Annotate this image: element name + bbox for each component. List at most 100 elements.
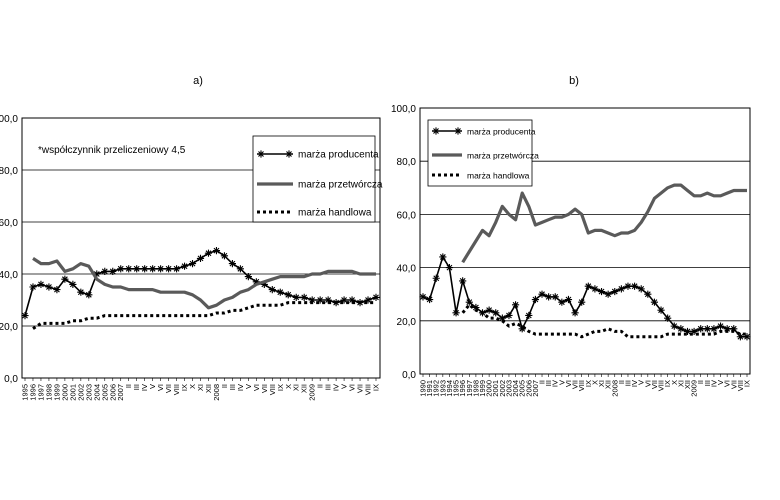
data-point	[485, 306, 493, 314]
data-point	[564, 295, 573, 304]
series-line	[461, 303, 747, 339]
x-tick-label: II	[316, 384, 325, 388]
data-point	[690, 327, 698, 336]
data-point	[657, 306, 665, 314]
x-tick-label: 1997	[465, 380, 474, 397]
data-point	[664, 314, 672, 322]
series-marża-handlowa	[461, 303, 747, 339]
series-line	[461, 183, 747, 264]
y-tick-label: 40,0	[397, 264, 417, 275]
x-tick-label: 2002	[76, 384, 85, 401]
x-tick-label: V	[244, 384, 253, 389]
chart-note: *współczynnik przeliczeniowy 4,5	[38, 145, 186, 156]
x-tick-label: II	[538, 380, 547, 384]
data-point	[551, 293, 559, 301]
chart-panel-b: b)0,020,040,060,080,0100,019901991199219…	[391, 75, 752, 397]
y-tick-label: 60,0	[0, 218, 18, 229]
x-tick-label: X	[284, 384, 293, 389]
x-tick-label: 2000	[60, 384, 69, 401]
data-point	[584, 282, 592, 290]
data-point	[300, 293, 308, 301]
x-tick-label: 2007	[531, 380, 540, 397]
panel-label: a)	[193, 75, 203, 87]
data-point	[220, 252, 229, 260]
data-point	[637, 285, 645, 293]
data-point	[45, 283, 53, 291]
legend-marker	[454, 127, 462, 135]
x-tick-label: 1991	[425, 380, 434, 397]
data-point	[465, 298, 473, 306]
x-tick-label: III	[623, 380, 632, 386]
data-point	[141, 265, 149, 273]
y-tick-label: 20,0	[0, 322, 18, 333]
x-tick-label: II	[220, 384, 229, 388]
x-tick-label: 2006	[108, 384, 117, 401]
x-tick-label: 1990	[419, 380, 428, 397]
x-tick-label: V	[716, 380, 725, 385]
x-tick-label: 2009	[308, 384, 317, 401]
x-tick-label: IV	[236, 384, 245, 391]
x-tick-label: VII	[164, 384, 173, 393]
x-tick-label: 2000	[485, 380, 494, 397]
legend: marża producenta marża przetwórcza marża h…	[427, 119, 539, 187]
data-point	[525, 311, 533, 320]
x-tick-label: VII	[571, 380, 580, 389]
data-point	[677, 325, 685, 333]
data-point	[432, 274, 440, 282]
x-tick-label: X	[590, 380, 599, 385]
data-point	[180, 262, 189, 270]
data-point	[236, 265, 244, 273]
data-point	[188, 260, 197, 268]
x-tick-label: 2007	[116, 384, 125, 401]
data-point	[459, 277, 467, 285]
data-point	[61, 275, 69, 283]
x-tick-label: 1998	[471, 380, 480, 397]
x-tick-label: VI	[723, 380, 732, 387]
x-tick-label: 2004	[511, 380, 520, 397]
x-tick-label: 2001	[68, 384, 77, 401]
legend-entry: marża przetwórcza	[298, 180, 383, 191]
data-point	[284, 291, 292, 299]
x-tick-label: III	[132, 384, 141, 390]
data-point	[260, 280, 268, 288]
data-point	[591, 285, 599, 293]
data-point	[716, 322, 725, 330]
x-tick-label: VI	[564, 380, 573, 387]
data-point	[157, 265, 165, 273]
data-point	[252, 278, 260, 286]
x-tick-label: VI	[252, 384, 261, 391]
data-point	[545, 293, 553, 301]
data-point	[452, 309, 460, 317]
data-point	[204, 249, 213, 257]
x-tick-label: IV	[551, 380, 560, 387]
data-point	[21, 312, 29, 320]
data-point	[164, 265, 173, 273]
data-point	[109, 267, 117, 275]
x-tick-label: IV	[709, 380, 718, 387]
series-marża-przetwórcza	[32, 257, 376, 310]
x-tick-label: 1994	[445, 380, 454, 397]
x-tick-label: 1995	[452, 380, 461, 397]
legend-box	[252, 135, 376, 223]
x-tick-label: IX	[584, 380, 593, 387]
data-point	[125, 265, 133, 273]
data-point	[445, 264, 454, 272]
data-point	[730, 325, 738, 333]
panel-label: b)	[569, 75, 579, 87]
x-tick-label: 2009	[690, 380, 699, 397]
x-tick-label: 2003	[504, 380, 513, 397]
x-tick-label: 2005	[518, 380, 527, 397]
data-point	[37, 280, 45, 288]
x-tick-label: 2004	[92, 384, 101, 401]
data-point	[244, 273, 252, 281]
y-tick-label: 80,0	[0, 166, 18, 177]
x-tick-label: VII	[356, 384, 365, 393]
y-tick-label: 100,0	[0, 114, 18, 125]
x-tick-label: IX	[743, 380, 752, 387]
data-point	[364, 296, 372, 304]
x-tick-label: 1997	[36, 384, 45, 401]
series-line	[32, 257, 376, 310]
data-point	[85, 291, 93, 299]
data-point	[630, 282, 639, 290]
data-point	[419, 293, 427, 301]
